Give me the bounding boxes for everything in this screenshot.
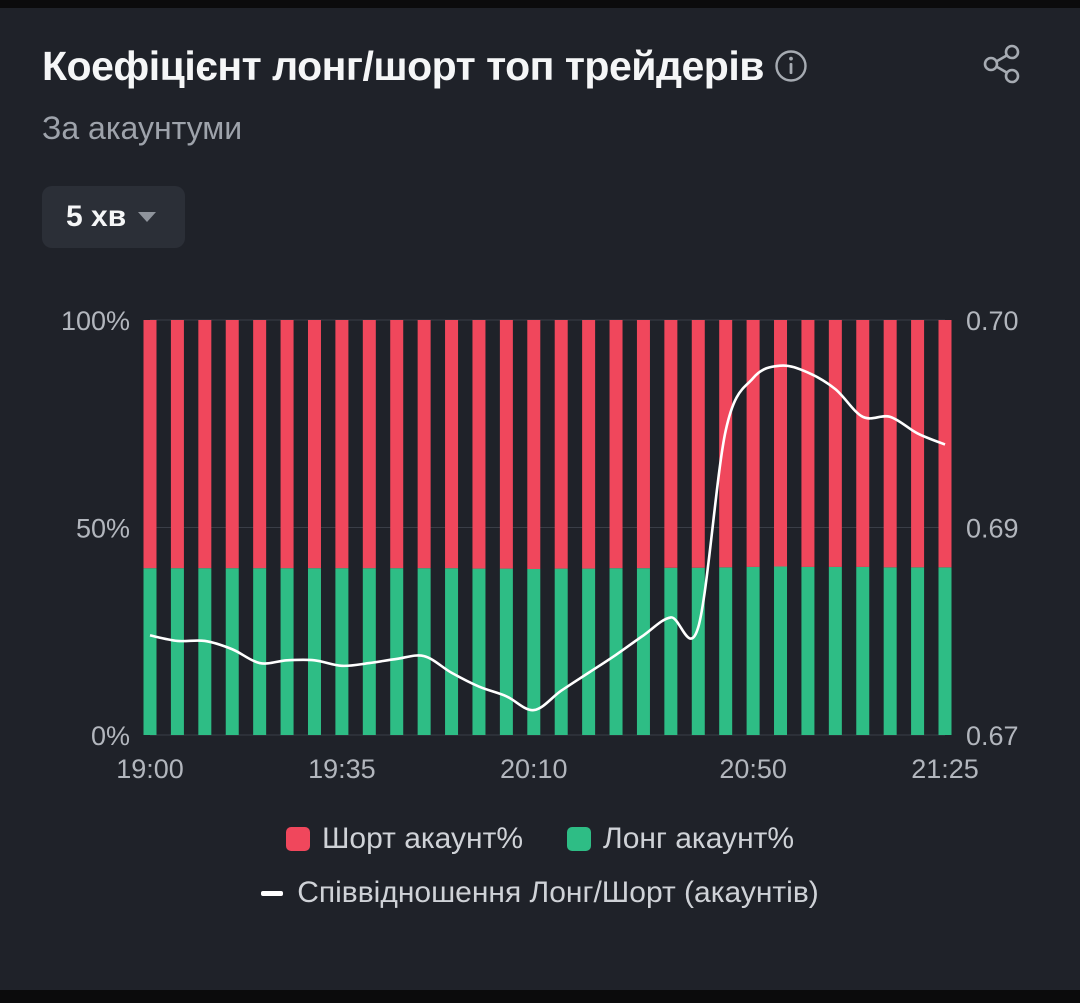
chart-title: Коефіцієнт лонг/шорт топ трейдерів [42,42,764,89]
bar-short [664,320,678,568]
bar-long [170,568,184,735]
bar-short [691,320,705,568]
bar-long [746,566,760,735]
legend-long-swatch [567,827,592,851]
bar-long [225,568,239,735]
legend-long[interactable]: Лонг акаунт% [567,822,794,856]
bar-long [691,567,705,735]
bar-short [828,320,842,567]
bar-short [527,320,541,569]
bar-short [143,320,157,569]
bar-short [554,320,568,569]
bar-short [883,320,897,568]
bar-short [280,320,294,569]
bar-long [911,567,925,735]
legend-short-label: Шорт акаунт% [321,822,524,855]
legend-row-2: Співвідношення Лонг/Шорт (акаунтів) [0,876,1080,910]
bar-long [719,567,733,735]
bar-long [664,567,678,735]
bar-long [582,568,596,735]
bar-short [307,320,321,569]
bar-long [527,569,541,735]
bar-short [362,320,376,569]
bar-short [390,320,404,569]
x-tick-label: 20:10 [500,754,568,784]
x-tick-label: 19:35 [308,754,376,784]
interval-label: 5 хв [66,200,127,233]
legend-short-swatch [285,827,310,851]
legend-ratio-swatch [261,890,284,896]
bar-long [390,568,404,735]
bar-long [253,568,267,735]
bar-long [856,566,870,735]
y-right-tick-label: 0.70 [966,306,1019,336]
bar-long [774,566,788,735]
bar-long [445,568,459,735]
bar-long [417,568,431,735]
bar-short [609,320,623,569]
bar-short [198,320,212,569]
bar-short [335,320,349,569]
y-right-tick-label: 0.69 [966,514,1019,544]
legend-short[interactable]: Шорт акаунт% [285,822,524,856]
info-circle-icon[interactable] [774,49,808,83]
caret-down-icon [138,212,157,222]
bar-long [883,567,897,735]
x-tick-label: 21:25 [911,754,979,784]
bar-short [719,320,733,568]
bar-long [472,568,486,735]
title-row: Коефіцієнт лонг/шорт топ трейдерів [42,36,808,96]
bar-long [143,568,157,735]
bar-long [938,567,952,735]
bar-short [445,320,459,569]
y-right-tick-label: 0.67 [966,721,1019,751]
bar-long [609,568,623,735]
bar-short [499,320,513,569]
bar-short [856,320,870,567]
interval-select[interactable]: 5 хв [42,186,185,248]
bar-short [774,320,788,567]
bar-long [280,568,294,735]
y-left-tick-label: 50% [76,514,130,544]
bar-long [828,566,842,735]
bar-long [307,568,321,735]
x-tick-label: 20:50 [719,754,787,784]
bar-long [636,568,650,735]
bar-short [417,320,431,569]
chart-subtitle: За акаунтуми [42,110,243,146]
bar-long [554,568,568,735]
legend-long-label: Лонг акаунт% [603,822,795,855]
legend-row-1: Шорт акаунт% Лонг акаунт% [0,822,1080,856]
x-tick-label: 19:00 [116,754,184,784]
bar-short [911,320,925,568]
bar-long [499,568,513,735]
bar-long [335,568,349,735]
bar-short [801,320,815,567]
y-left-tick-label: 100% [61,306,130,336]
bar-long [362,568,376,735]
legend-ratio-label: Співвідношення Лонг/Шорт (акаунтів) [297,876,819,909]
bar-short [472,320,486,569]
share-icon[interactable] [980,42,1024,86]
legend-ratio[interactable]: Співвідношення Лонг/Шорт (акаунтів) [261,876,819,910]
bar-long [198,568,212,735]
bar-short [170,320,184,569]
bar-short [225,320,239,569]
bar-short [636,320,650,569]
y-left-tick-label: 0% [91,721,130,751]
bar-long [801,566,815,735]
ratio-line [149,364,946,712]
bar-short [746,320,760,567]
bar-short [582,320,596,569]
bar-short [253,320,267,569]
